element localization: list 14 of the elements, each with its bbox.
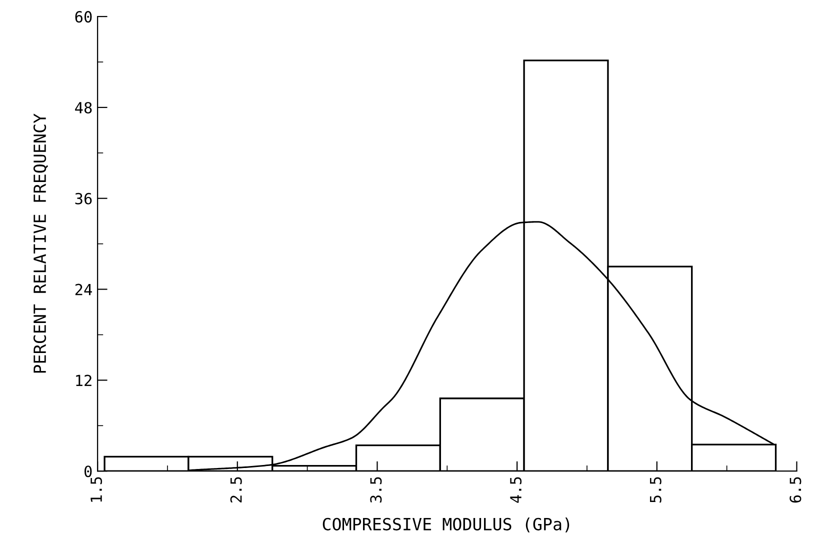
x-tick-label: 6.5 [790, 477, 802, 503]
y-axis-title: PERCENT RELATIVE FREQUENCY [33, 114, 48, 373]
x-tick-label: 1.5 [90, 477, 102, 502]
x-tick-label: 5.5 [650, 477, 662, 502]
y-tick-label: 48 [75, 102, 92, 114]
x-axis-title: COMPRESSIVE MODULUS (GPa) [322, 518, 570, 532]
y-tick-label: 12 [76, 374, 92, 386]
x-tick-label: 3.5 [370, 477, 382, 503]
y-tick-label: 24 [75, 284, 92, 296]
x-tick-label: 2.5 [230, 477, 242, 502]
x-tick-label: 4.5 [510, 477, 522, 503]
y-tick-label: 0 [84, 466, 92, 478]
y-tick-label: 36 [75, 192, 92, 204]
y-tick-label: 60 [75, 11, 92, 23]
